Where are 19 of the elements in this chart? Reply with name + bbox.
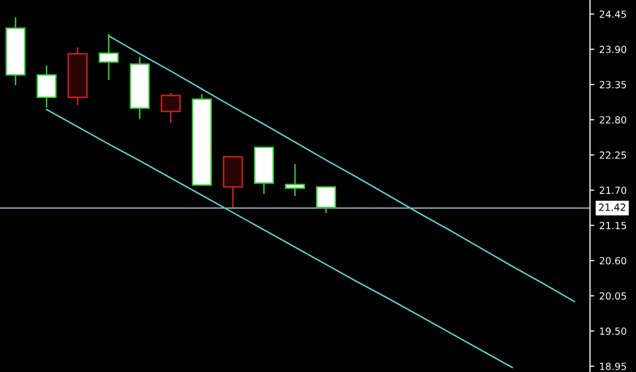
candlestick [98, 33, 119, 81]
line-series [108, 35, 576, 302]
y-tick-label: 24.45 [600, 10, 626, 18]
y-tick-label: 22.80 [600, 116, 626, 124]
candlestick [36, 64, 57, 108]
candlestick [6, 16, 26, 86]
line-series [46, 108, 514, 368]
y-tick-label: 21.15 [600, 222, 626, 230]
candlestick [68, 46, 88, 106]
y-tick-label: 22.25 [600, 151, 626, 159]
y-tick-label: 19.50 [600, 328, 626, 335]
y-tick-label: 18.95 [600, 362, 626, 370]
y-tick-label: 21.70 [600, 186, 626, 194]
y-tick-label: 23.90 [600, 46, 626, 54]
y-tick-label: 23.35 [600, 80, 626, 88]
ref-line-label: 21.42 [599, 204, 626, 211]
y-tick-label: 20.60 [600, 257, 626, 264]
candlestick [130, 56, 150, 120]
y-tick-label: 20.05 [600, 292, 626, 300]
